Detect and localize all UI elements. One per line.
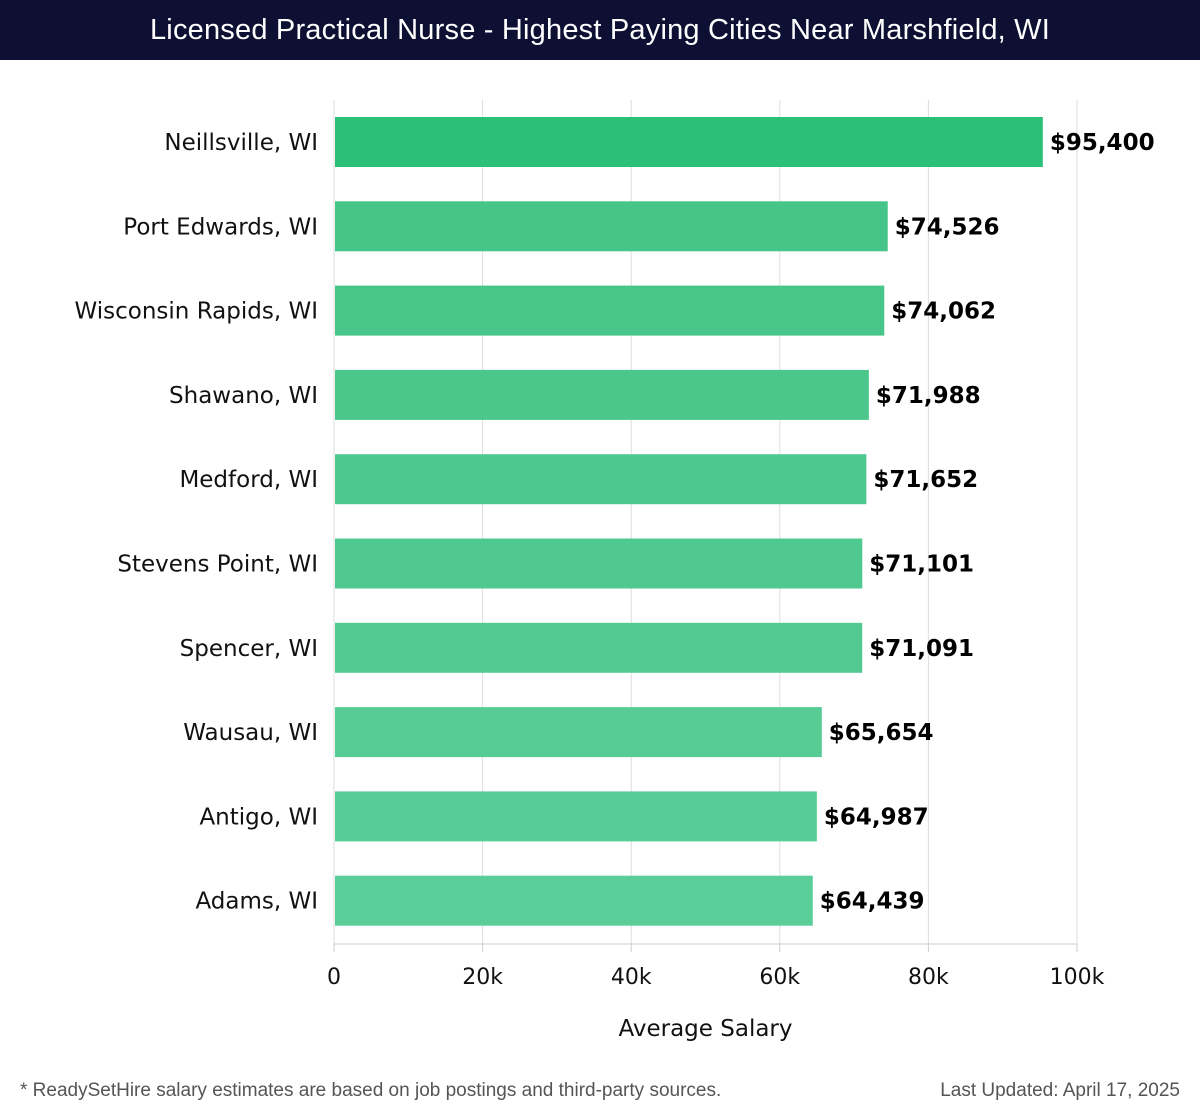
value-label: $64,987 [824,804,929,830]
x-tick-label: 80k [908,965,949,990]
bar [335,791,817,842]
category-label: Antigo, WI [199,804,318,830]
bar [335,117,1043,167]
category-label: Wisconsin Rapids, WI [75,299,318,325]
value-label: $64,439 [820,889,925,915]
chart-title: Licensed Practical Nurse - Highest Payin… [149,13,1051,46]
category-label: Spencer, WI [180,636,318,662]
x-tick-label: 100k [1050,965,1105,990]
category-label: Shawano, WI [169,383,318,409]
bar [335,201,888,252]
bar [335,454,867,505]
category-label: Stevens Point, WI [117,552,318,578]
footnote: * ReadySetHire salary estimates are base… [20,1080,722,1101]
value-label: $71,091 [869,636,974,662]
x-tick-label: 0 [327,965,341,990]
bar [335,369,869,420]
value-label: $74,526 [895,214,1000,240]
category-label: Medford, WI [179,467,318,493]
chart-title-banner: Licensed Practical Nurse - Highest Payin… [0,0,1200,60]
bar [335,538,863,589]
x-tick-label: 40k [611,965,652,990]
x-tick-label: 60k [759,965,800,990]
x-axis-title: Average Salary [618,1016,792,1042]
category-label: Adams, WI [195,889,318,915]
bar [335,285,885,336]
last-updated: Last Updated: April 17, 2025 [940,1080,1180,1101]
x-tick-label: 20k [462,965,503,990]
category-label: Port Edwards, WI [123,214,318,240]
value-label: $95,400 [1050,130,1155,156]
value-label: $71,988 [876,383,981,409]
value-label: $65,654 [829,720,934,746]
category-label: Neillsville, WI [164,130,318,156]
bar [335,622,863,673]
bar [335,707,822,758]
bar [335,875,813,926]
value-label: $71,652 [873,467,978,493]
category-label: Wausau, WI [183,720,318,746]
value-label: $71,101 [869,552,974,578]
value-label: $74,062 [891,299,996,325]
